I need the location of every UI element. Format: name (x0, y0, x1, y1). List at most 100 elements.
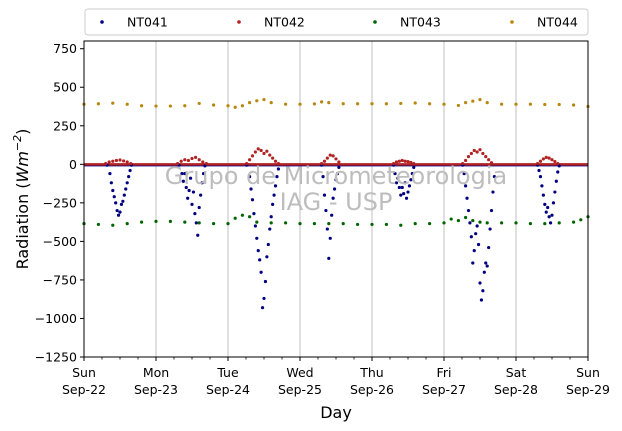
data-point (187, 188, 191, 193)
data-point (332, 187, 337, 191)
data-point (250, 154, 255, 158)
data-point (491, 190, 495, 194)
y-tick-label: −250 (43, 195, 77, 210)
x-axis-label: Day (320, 403, 352, 422)
data-point (269, 215, 273, 219)
data-point (109, 181, 113, 185)
watermark-line-1: Grupo de Micrometeorologia (165, 162, 507, 190)
data-point (541, 193, 545, 197)
data-point (556, 170, 560, 174)
data-point (320, 161, 324, 166)
x-tick-label-date: Sep-27 (422, 382, 466, 397)
data-point (409, 178, 413, 182)
legend-frame (84, 8, 589, 36)
legend: NT041 NT042 NT043 NT044 (84, 8, 589, 36)
data-point (321, 175, 325, 179)
data-point (403, 159, 407, 163)
data-point (403, 181, 407, 185)
data-point (485, 221, 489, 225)
data-point (179, 159, 183, 163)
data-point (276, 161, 280, 166)
data-point (322, 193, 327, 197)
data-point (468, 221, 472, 225)
data-point (140, 220, 144, 224)
data-point (485, 101, 489, 105)
data-point (579, 218, 583, 222)
data-point (118, 210, 122, 214)
data-point (449, 217, 453, 221)
data-point (248, 158, 252, 162)
x-tick-label-day: Sun (72, 365, 96, 380)
data-point (128, 168, 132, 173)
data-point (334, 178, 338, 182)
data-point (472, 148, 476, 153)
data-point (550, 158, 554, 162)
data-point (265, 255, 269, 259)
legend-item-nt041: NT041 (100, 15, 168, 30)
data-point (485, 264, 489, 268)
data-point (255, 99, 259, 103)
data-point (191, 190, 196, 194)
data-point (184, 185, 188, 190)
data-point (331, 196, 335, 200)
data-point (478, 220, 482, 224)
data-point (201, 171, 206, 176)
data-point (341, 102, 345, 106)
data-point (484, 261, 488, 265)
data-point (268, 153, 272, 157)
data-point (462, 171, 466, 176)
data-point (186, 158, 190, 163)
series-nt042 (104, 147, 560, 166)
plot-area: Grupo de Micrometeorologia IAG - USP (82, 40, 590, 358)
data-point (325, 227, 329, 231)
data-point (399, 223, 403, 227)
data-point (404, 196, 409, 200)
y-axis-label-close: ) (13, 129, 32, 135)
legend-label: NT043 (400, 15, 441, 30)
data-point (266, 242, 270, 247)
x-tick-label-day: Sat (506, 365, 527, 380)
watermark: Grupo de Micrometeorologia IAG - USP (165, 162, 507, 216)
data-point (461, 161, 465, 166)
data-point (478, 97, 482, 102)
data-point (487, 158, 491, 162)
data-point (115, 208, 119, 213)
data-point (553, 190, 557, 194)
data-point (412, 161, 416, 166)
data-point (469, 151, 473, 156)
data-point (111, 159, 115, 163)
data-point (481, 151, 485, 156)
data-point (514, 221, 518, 225)
data-point (121, 199, 125, 203)
data-point (112, 195, 116, 199)
data-point (200, 181, 204, 185)
data-point (258, 258, 262, 262)
legend-item-nt044: NT044 (510, 15, 578, 30)
series-nt044 (82, 97, 590, 109)
x-tick-label-date: Sep-25 (278, 382, 322, 397)
data-point (324, 208, 328, 213)
data-point (201, 160, 205, 164)
grid-lines (155, 41, 517, 357)
data-point (255, 236, 259, 240)
data-point (537, 168, 541, 173)
data-point (442, 102, 446, 106)
y-tick-label: 0 (69, 157, 77, 172)
data-point (125, 102, 129, 106)
data-point (572, 103, 576, 107)
plot-background (84, 41, 588, 357)
data-point (212, 103, 216, 107)
data-point (273, 184, 278, 188)
data-point (183, 104, 187, 108)
data-point (413, 222, 417, 226)
data-point (544, 155, 548, 159)
data-point (114, 201, 118, 205)
data-point (116, 213, 121, 217)
data-point (393, 171, 397, 176)
data-point (396, 176, 400, 180)
data-point (111, 101, 115, 105)
data-point (543, 102, 547, 107)
data-point (284, 221, 288, 225)
data-point (392, 161, 396, 166)
